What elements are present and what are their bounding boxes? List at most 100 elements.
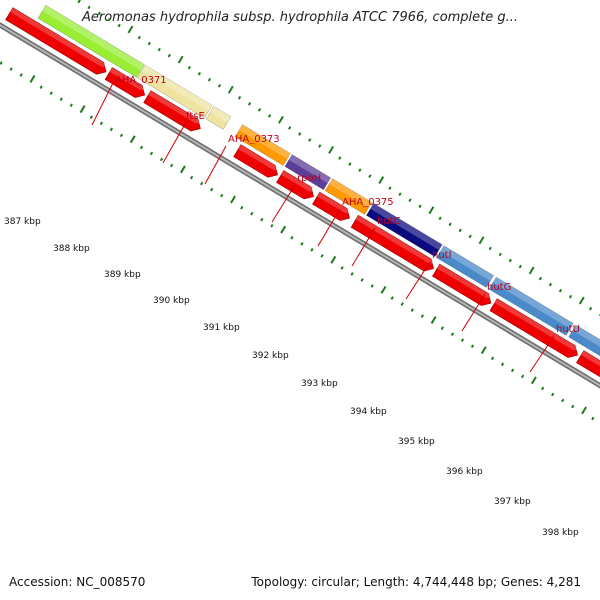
- kbp-label: 391 kbp: [203, 323, 240, 333]
- outer-tick: [237, 96, 242, 100]
- cds-shine: [10, 7, 106, 67]
- inner-tick: [530, 376, 537, 385]
- inner-tick: [350, 272, 354, 276]
- inner-tick: [510, 368, 515, 373]
- kbp-label: 390 kbp: [153, 296, 190, 306]
- outer-tick: [217, 83, 222, 88]
- feature-block: [436, 245, 495, 288]
- kbp-label: 397 kbp: [494, 497, 531, 507]
- outer-tick: [368, 174, 372, 178]
- cds-arrow: [104, 67, 146, 98]
- outer-tick: [478, 236, 485, 245]
- inner-tick: [541, 386, 545, 391]
- outer-tick: [308, 138, 312, 142]
- outer-tick: [548, 282, 553, 287]
- kbp-label: 389 kbp: [104, 270, 141, 280]
- cds-shine: [494, 298, 578, 351]
- feature-block: [568, 324, 600, 357]
- cds-arrow: [233, 144, 278, 178]
- feature-shine: [329, 178, 372, 208]
- cds-arrow: [276, 170, 314, 200]
- backbone-highlight: [0, 23, 600, 387]
- inner-tick: [49, 91, 53, 95]
- kbp-label: 392 kbp: [252, 351, 289, 361]
- outer-tick: [87, 5, 91, 10]
- gene-label: ftsE: [186, 111, 205, 122]
- inner-tick: [39, 85, 43, 89]
- inner-tick: [591, 416, 595, 421]
- inner-tick: [500, 362, 505, 367]
- feature-block: [137, 64, 213, 119]
- inner-tick: [89, 115, 93, 120]
- feature-shine: [210, 106, 231, 123]
- outer-tick: [378, 176, 385, 184]
- outer-tick: [518, 264, 522, 269]
- label-leader-line: [461, 293, 486, 332]
- gene-label: AHA_0375: [342, 197, 394, 208]
- outer-tick: [247, 102, 252, 106]
- label-leader-line: [405, 261, 431, 300]
- feature-block: [365, 202, 443, 258]
- gene-label: AHA_0371: [115, 75, 167, 86]
- inner-tick: [300, 242, 304, 246]
- outer-tick: [177, 55, 184, 64]
- map-title: Aeromonas hydrophila subsp. hydrophila A…: [81, 10, 519, 25]
- feature-blocks: [7, 0, 600, 357]
- feature-shine: [370, 203, 443, 250]
- inner-tick: [79, 105, 86, 114]
- outer-tick: [488, 246, 492, 251]
- inner-tick: [390, 296, 394, 300]
- inner-tick: [581, 406, 587, 415]
- inner-tick: [400, 302, 404, 306]
- kbp-label: 398 kbp: [542, 528, 579, 538]
- inner-tick: [380, 285, 387, 294]
- outer-tick: [438, 216, 442, 221]
- outer-tick: [147, 41, 151, 46]
- outer-tick: [227, 85, 234, 94]
- outer-tick: [528, 266, 535, 275]
- outer-tick: [157, 47, 161, 52]
- kbp-label: 394 kbp: [350, 407, 387, 417]
- outer-tick: [288, 126, 292, 130]
- outer-tick: [428, 206, 435, 215]
- inner-tick: [0, 61, 3, 65]
- label-leader-line: [204, 145, 227, 185]
- inner-tick: [240, 205, 244, 210]
- backbone: [0, 22, 600, 389]
- label-leader-line: [317, 208, 341, 247]
- label-leader-line: [91, 82, 114, 126]
- outer-tick: [338, 156, 342, 160]
- cds-shine: [238, 144, 277, 170]
- outer-tick: [107, 17, 111, 22]
- outer-tick: [578, 296, 585, 305]
- inner-tick: [169, 163, 174, 168]
- inner-tick: [410, 308, 414, 312]
- outer-tick: [197, 71, 202, 76]
- cds-arrow: [143, 90, 201, 132]
- cds-arrow: [350, 214, 434, 272]
- inner-tick: [460, 338, 465, 343]
- outer-tick: [538, 276, 543, 281]
- inner-tick: [440, 326, 444, 330]
- inner-tick: [230, 195, 236, 204]
- feature-block: [488, 276, 574, 336]
- outer-tick: [328, 145, 334, 154]
- cds-arrow: [5, 7, 107, 75]
- topology-label: Topology: circular; Length: 4,744,448 bp…: [251, 575, 581, 589]
- inner-tick: [430, 316, 437, 324]
- outer-tick: [207, 77, 212, 82]
- feature-shine: [440, 245, 494, 281]
- label-leader-line: [351, 227, 376, 267]
- outer-tick: [77, 0, 82, 4]
- inner-tick: [179, 165, 186, 174]
- feature-block: [234, 124, 291, 166]
- feature-block: [37, 4, 145, 78]
- inner-tick: [200, 181, 204, 186]
- inner-tick: [450, 332, 455, 337]
- outer-tick: [348, 162, 352, 166]
- outer-tick: [448, 222, 452, 227]
- outer-tick: [468, 234, 472, 239]
- inner-tick: [159, 157, 164, 162]
- cds-arrow: [312, 191, 350, 221]
- inner-tick: [490, 356, 495, 361]
